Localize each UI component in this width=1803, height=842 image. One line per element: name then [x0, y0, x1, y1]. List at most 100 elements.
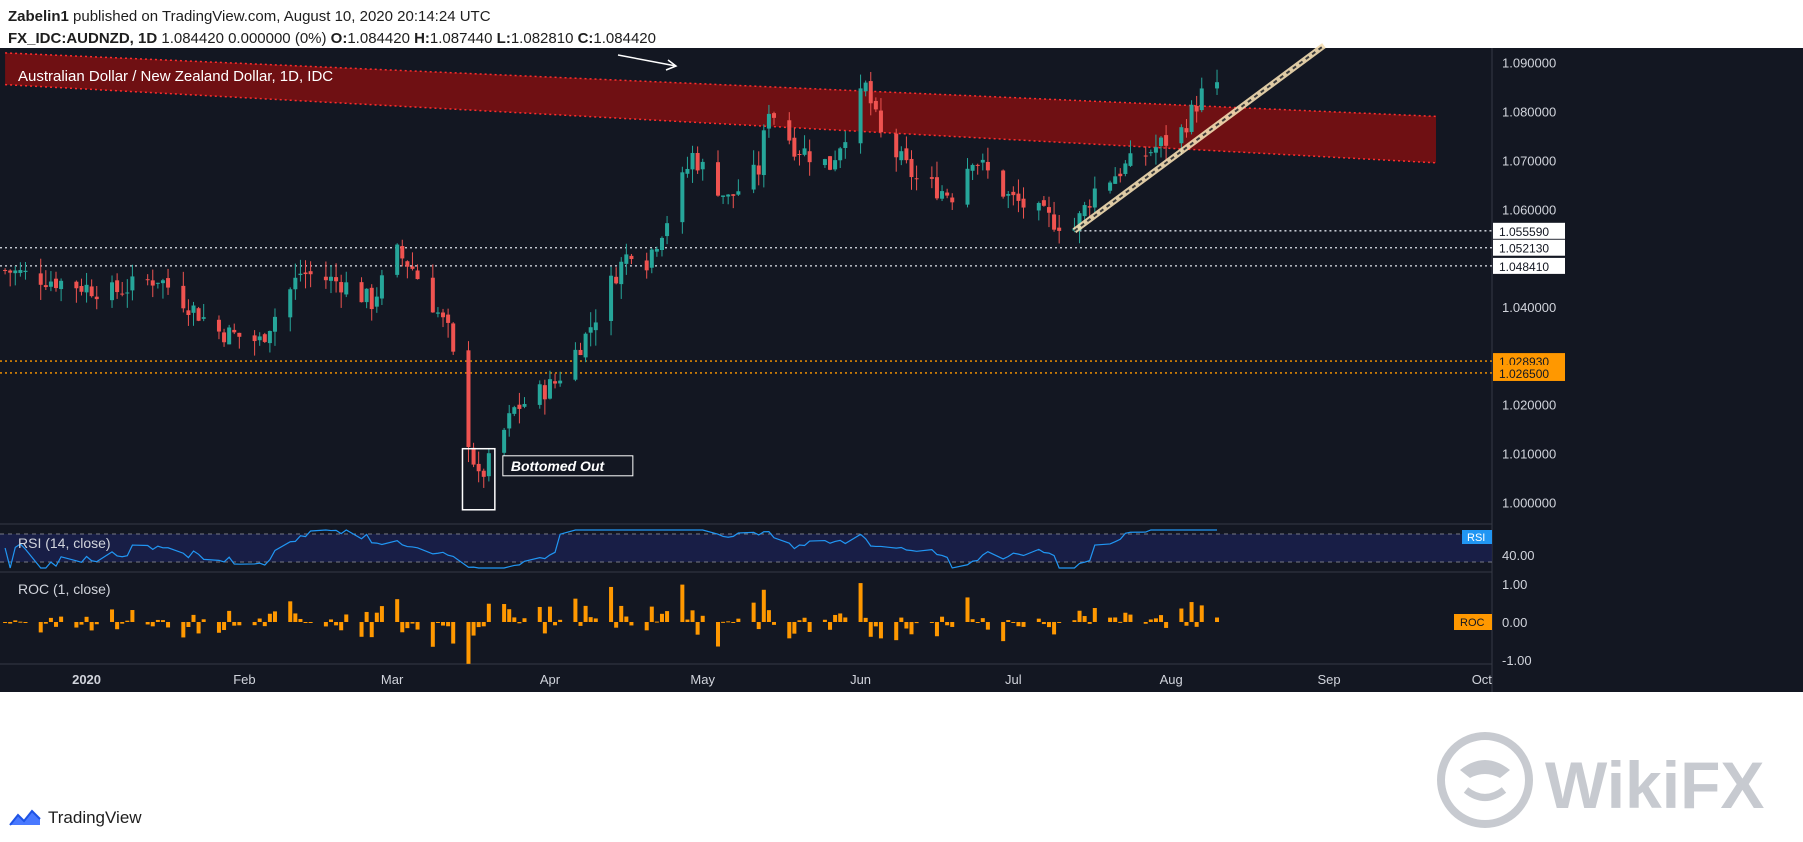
roc-bar	[970, 619, 975, 622]
candle-body	[695, 152, 700, 171]
roc-bar	[486, 603, 491, 622]
candle-body	[3, 269, 8, 271]
roc-bar	[593, 618, 598, 622]
candle-body	[665, 223, 670, 237]
roc-bar	[558, 619, 563, 622]
candle-body	[110, 282, 115, 301]
roc-bar	[929, 622, 934, 623]
candle-body	[369, 287, 374, 310]
roc-bar	[481, 622, 486, 627]
candle-body	[904, 148, 909, 161]
roc-bar	[181, 622, 186, 638]
rsi-badge-label: RSI	[1467, 532, 1485, 544]
roc-bar	[48, 617, 53, 622]
roc-bar	[1113, 617, 1118, 622]
roc-bar	[227, 610, 232, 622]
candle-body	[227, 327, 232, 345]
roc-bar	[1159, 615, 1164, 622]
roc-bar	[1052, 622, 1057, 635]
roc-bar	[578, 622, 583, 626]
price-line-badge-1	[1493, 222, 1565, 239]
candle-body	[1153, 147, 1158, 153]
roc-bar	[721, 621, 726, 623]
roc-bar	[359, 622, 364, 637]
candle-body	[181, 285, 186, 309]
candle-body	[145, 279, 150, 281]
candle-body	[89, 286, 94, 297]
candle-body	[878, 110, 883, 133]
roc-bar	[736, 618, 741, 622]
candle-body	[1159, 137, 1164, 147]
price-line-badge-5	[1493, 364, 1565, 381]
roc-bar	[1215, 617, 1220, 622]
ohlc-l-value: 1.082810	[510, 30, 574, 47]
roc-bar	[1194, 622, 1199, 627]
roc-bar	[787, 622, 792, 639]
candle-body	[252, 335, 257, 342]
candle-body	[802, 148, 807, 155]
roc-bar	[909, 622, 914, 635]
candle-body	[196, 308, 201, 321]
roc-bar	[766, 610, 771, 622]
candle-body	[328, 276, 333, 281]
roc-bar	[792, 622, 797, 634]
candle-body	[512, 407, 517, 414]
roc-bar	[3, 622, 8, 623]
roc-bar	[1046, 622, 1051, 628]
candle-body	[1215, 82, 1220, 89]
roc-bar	[507, 609, 512, 622]
roc-bar	[1189, 602, 1194, 622]
candle-body	[471, 447, 476, 465]
roc-bar	[802, 617, 807, 622]
roc-bar	[308, 622, 313, 623]
candle-body	[863, 82, 868, 92]
roc-bar	[160, 620, 165, 622]
roc-bar	[940, 616, 945, 622]
candle-body	[191, 305, 196, 313]
roc-bar	[609, 586, 614, 622]
candle-body	[868, 81, 873, 104]
roc-bar	[74, 622, 79, 628]
candle-body	[502, 429, 507, 453]
roc-bar	[822, 619, 827, 622]
candle-body	[48, 281, 53, 287]
candle-body	[364, 288, 369, 303]
y-tick-label-4: 1.060000	[1502, 202, 1556, 217]
roc-bar	[838, 613, 843, 622]
candle-body	[267, 330, 272, 344]
roc-label: ROC (1, close)	[18, 581, 111, 597]
candle-body	[1016, 193, 1021, 201]
roc-bar	[1072, 620, 1077, 622]
candle-body	[517, 404, 522, 409]
author-name[interactable]: Zabelin1	[8, 8, 69, 25]
roc-bar	[364, 611, 369, 622]
roc-tick-label-2: 0.00	[1502, 615, 1527, 630]
rsi-line	[4, 529, 1218, 569]
roc-bar	[690, 610, 695, 622]
roc-bar	[272, 611, 277, 622]
roc-bar	[451, 622, 456, 644]
channel-upper-line	[5, 52, 1437, 118]
candle-body	[736, 191, 741, 195]
roc-bar	[649, 606, 654, 622]
candle-body	[797, 154, 802, 156]
y-tick-label-8: 1.000000	[1502, 495, 1556, 510]
roc-bar	[94, 622, 99, 625]
roc-bar	[1123, 612, 1128, 622]
candle-body	[1148, 152, 1153, 154]
candle-body	[1164, 135, 1169, 146]
candle-body	[395, 244, 400, 275]
roc-bar	[1143, 622, 1148, 624]
footer-brand[interactable]: TradingView	[8, 808, 142, 828]
roc-bar	[1021, 622, 1026, 627]
roc-bar	[1016, 622, 1021, 627]
candle-body	[1194, 105, 1199, 112]
roc-bar	[1082, 616, 1087, 622]
candle-body	[1113, 176, 1118, 184]
candle-body	[934, 177, 939, 199]
roc-bar	[298, 618, 303, 622]
y-tick-label-1: 1.090000	[1502, 56, 1556, 71]
roc-bar	[833, 614, 838, 622]
candle-body	[573, 349, 578, 380]
